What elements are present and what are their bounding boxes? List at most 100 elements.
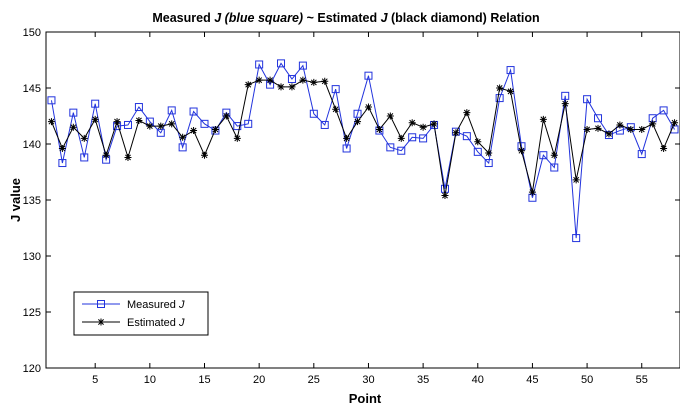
data-point-estimated <box>266 76 274 84</box>
y-tick-label: 135 <box>23 195 41 207</box>
data-point-measured <box>320 120 329 129</box>
data-point-measured <box>386 143 395 152</box>
chart-title-part: Measured <box>152 11 214 25</box>
data-point-estimated <box>244 81 252 89</box>
data-point-measured <box>277 59 286 68</box>
data-point-estimated <box>69 123 77 131</box>
chart-title-part: J <box>381 11 389 25</box>
data-point-estimated <box>343 134 351 142</box>
data-point-estimated <box>528 188 536 196</box>
x-tick-label: 5 <box>92 374 98 386</box>
chart-title-part: (black diamond) Relation <box>388 11 540 25</box>
data-point-estimated <box>507 87 515 95</box>
data-point-estimated <box>168 120 176 128</box>
legend-label-measured: Measured J <box>127 299 185 311</box>
data-point-estimated <box>364 103 372 111</box>
x-tick-label: 15 <box>198 374 210 386</box>
data-point-estimated <box>583 125 591 133</box>
data-point-measured <box>58 159 67 168</box>
y-tick-label: 150 <box>23 27 41 39</box>
data-point-estimated <box>255 76 263 84</box>
data-point-estimated <box>561 100 569 108</box>
x-tick-label: 40 <box>472 374 484 386</box>
data-point-measured <box>244 119 253 128</box>
data-point-measured <box>123 120 132 129</box>
data-point-measured <box>287 75 296 84</box>
data-point-estimated <box>233 134 241 142</box>
x-tick-label: 35 <box>417 374 429 386</box>
data-point-measured <box>200 119 209 128</box>
data-point-measured <box>583 95 592 104</box>
data-point-estimated <box>190 127 198 135</box>
x-axis-label: Point <box>349 391 382 406</box>
data-point-measured <box>419 134 428 143</box>
data-point-estimated <box>157 122 165 130</box>
data-point-estimated <box>430 120 438 128</box>
data-point-measured <box>47 96 56 105</box>
data-point-estimated <box>386 112 394 120</box>
chart-title-part: ~ Estimated <box>307 11 381 25</box>
data-point-estimated <box>671 119 679 127</box>
data-point-measured <box>342 144 351 153</box>
series-layer <box>47 59 679 243</box>
data-point-measured <box>550 163 559 172</box>
data-point-estimated <box>441 192 449 200</box>
data-point-measured <box>298 61 307 70</box>
data-point-measured <box>506 66 515 75</box>
legend-label-measured-part: J <box>178 299 185 311</box>
legend-label-measured-part: Measured <box>127 299 179 311</box>
data-point-estimated <box>47 118 55 126</box>
data-point-estimated <box>616 121 624 129</box>
data-point-estimated <box>58 144 66 152</box>
series-estimated <box>47 76 679 200</box>
x-tick-label: 10 <box>144 374 156 386</box>
chart-title-part: J <box>214 11 222 25</box>
data-point-measured <box>637 150 646 159</box>
data-point-estimated <box>332 105 340 113</box>
y-tick-label: 130 <box>23 251 41 263</box>
data-point-measured <box>473 147 482 156</box>
data-point-estimated <box>605 130 613 138</box>
data-point-estimated <box>299 76 307 84</box>
data-point-estimated <box>594 124 602 132</box>
data-point-estimated <box>135 116 143 124</box>
x-tick-label: 45 <box>526 374 538 386</box>
data-point-measured <box>539 151 548 160</box>
data-point-measured <box>495 94 504 103</box>
data-point-estimated <box>222 112 230 120</box>
chart-title-part: (blue square) <box>221 11 306 25</box>
y-axis: 120 125 130 135 140 145 150 <box>23 27 680 375</box>
y-axis-label: J value <box>8 178 23 222</box>
data-point-measured <box>484 159 493 168</box>
data-point-estimated <box>474 138 482 146</box>
data-point-measured <box>80 153 89 162</box>
data-point-estimated <box>419 123 427 131</box>
chart-title: Measured J (blue square) ~ Estimated J (… <box>152 11 539 25</box>
x-tick-label: 55 <box>636 374 648 386</box>
data-point-measured <box>233 122 242 131</box>
data-point-estimated <box>211 125 219 133</box>
data-point-estimated <box>375 125 383 133</box>
data-point-measured <box>178 143 187 152</box>
y-tick-label: 145 <box>23 83 41 95</box>
data-point-estimated <box>91 115 99 123</box>
data-point-estimated <box>321 77 329 85</box>
data-point-estimated <box>310 78 318 86</box>
data-point-estimated <box>146 122 154 130</box>
data-point-estimated <box>550 151 558 159</box>
x-axis: 5 10 15 20 25 30 35 40 45 50 55 <box>92 32 648 386</box>
data-point-measured <box>572 234 581 243</box>
legend-marker-estimated <box>97 318 105 326</box>
y-tick-label: 140 <box>23 139 41 151</box>
legend-label-estimated-part: J <box>178 317 185 329</box>
data-point-estimated <box>288 83 296 91</box>
data-point-estimated <box>452 129 460 137</box>
data-point-estimated <box>660 144 668 152</box>
data-point-measured <box>91 99 100 108</box>
data-point-estimated <box>408 119 416 127</box>
data-point-estimated <box>485 149 493 157</box>
data-point-measured <box>561 91 570 100</box>
data-point-measured <box>353 109 362 118</box>
